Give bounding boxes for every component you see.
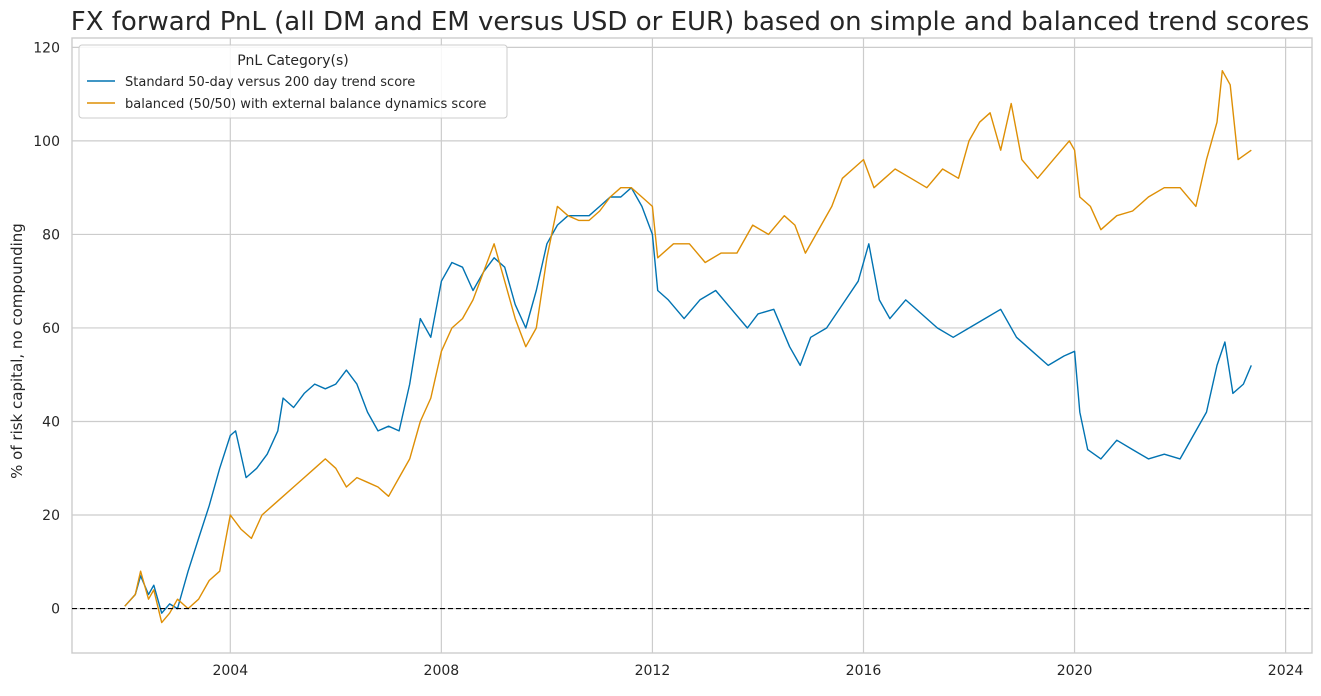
series-line-2 bbox=[124, 69, 1252, 624]
x-tick-label: 2024 bbox=[1268, 663, 1304, 679]
legend-entry-2: balanced (50/50) with external balance d… bbox=[125, 97, 486, 112]
y-tick-label: 100 bbox=[33, 134, 60, 150]
y-tick-label: 20 bbox=[42, 508, 60, 524]
legend-entry-1: Standard 50-day versus 200 day trend sco… bbox=[125, 75, 415, 90]
legend-title: PnL Category(s) bbox=[237, 53, 349, 69]
x-tick-label: 2008 bbox=[424, 663, 460, 679]
y-tick-label: 80 bbox=[42, 227, 60, 243]
x-tick-label: 2012 bbox=[635, 663, 671, 679]
y-tick-label: 60 bbox=[42, 321, 60, 337]
plot-frame bbox=[71, 37, 1313, 654]
x-tick-label: 2004 bbox=[212, 663, 248, 679]
chart-title: FX forward PnL (all DM and EM versus USD… bbox=[71, 7, 1310, 37]
x-tick-label: 2016 bbox=[846, 663, 882, 679]
plot-area: 0 20 40 60 80 100 120 2004 2008 2012 2016 2020 2024 P… bbox=[33, 37, 1313, 679]
series-line-1 bbox=[124, 186, 1252, 614]
x-tick-label: 2020 bbox=[1057, 663, 1093, 679]
legend-box bbox=[78, 44, 508, 119]
y-tick-label: 0 bbox=[51, 602, 60, 618]
y-tick-label: 120 bbox=[33, 40, 60, 56]
y-tick-label: 40 bbox=[42, 414, 60, 430]
y-axis-label: % of risk capital, no compounding bbox=[8, 223, 26, 479]
